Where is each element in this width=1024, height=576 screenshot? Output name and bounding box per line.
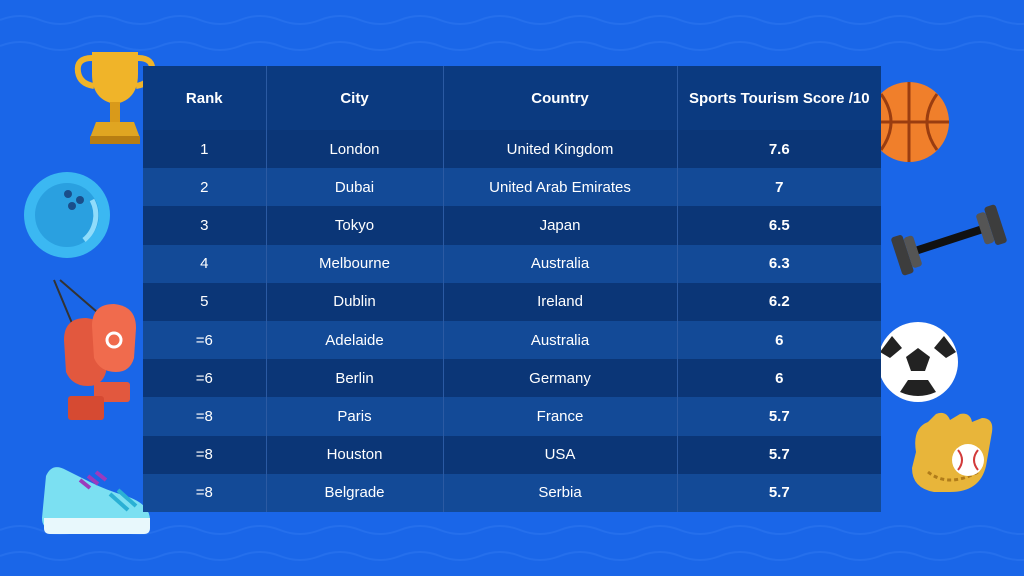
country-cell: France xyxy=(443,397,678,436)
rank-cell: 2 xyxy=(143,168,267,207)
country-cell: United Arab Emirates xyxy=(443,168,678,207)
score-cell: 6.5 xyxy=(677,206,881,245)
score-cell: 6 xyxy=(677,359,881,398)
city-cell: Paris xyxy=(266,397,444,436)
boxing-gloves-icon xyxy=(53,279,136,420)
city-cell: Dubai xyxy=(266,168,444,207)
table-header-row: Rank City Country Sports Tourism Score /… xyxy=(143,66,881,130)
sneaker-icon xyxy=(42,467,150,534)
table-row: =8 Paris France 5.7 xyxy=(143,397,881,436)
city-cell: Tokyo xyxy=(266,206,444,245)
country-cell: United Kingdom xyxy=(443,130,678,169)
table-row: 5 Dublin Ireland 6.2 xyxy=(143,282,881,321)
rank-cell: 1 xyxy=(143,130,267,169)
rank-cell: =6 xyxy=(143,359,267,398)
score-cell: 6 xyxy=(677,320,881,360)
score-cell: 7.6 xyxy=(677,130,881,169)
basketball-icon xyxy=(869,82,949,162)
city-cell: Houston xyxy=(266,435,444,474)
dumbbell-icon xyxy=(891,204,1007,276)
country-cell: USA xyxy=(443,435,678,474)
rank-cell: =8 xyxy=(143,473,267,512)
table-row: 4 Melbourne Australia 6.3 xyxy=(143,244,881,283)
city-cell: Berlin xyxy=(266,359,444,398)
city-cell: London xyxy=(266,130,444,169)
rank-cell: 3 xyxy=(143,206,267,245)
table-row: =8 Belgrade Serbia 5.7 xyxy=(143,473,881,512)
score-cell: 6.3 xyxy=(677,244,881,283)
country-cell: Australia xyxy=(443,244,678,283)
score-cell: 5.7 xyxy=(677,473,881,512)
header-country: Country xyxy=(443,66,678,130)
table-row: =8 Houston USA 5.7 xyxy=(143,435,881,474)
rankings-table-container: Rank City Country Sports Tourism Score /… xyxy=(143,66,881,512)
score-cell: 5.7 xyxy=(677,435,881,474)
table-row: =6 Adelaide Australia 6 xyxy=(143,320,881,360)
rank-cell: 5 xyxy=(143,282,267,321)
table-row: 1 London United Kingdom 7.6 xyxy=(143,130,881,169)
country-cell: Serbia xyxy=(443,473,678,512)
country-cell: Japan xyxy=(443,206,678,245)
score-cell: 5.7 xyxy=(677,397,881,436)
score-cell: 7 xyxy=(677,168,881,207)
city-cell: Adelaide xyxy=(266,320,444,360)
table-row: 3 Tokyo Japan 6.5 xyxy=(143,206,881,245)
soccer-ball-icon xyxy=(878,322,958,402)
city-cell: Dublin xyxy=(266,282,444,321)
sports-tourism-table: Rank City Country Sports Tourism Score /… xyxy=(143,66,881,512)
header-rank: Rank xyxy=(143,66,267,130)
baseball-glove-icon xyxy=(912,412,993,492)
city-cell: Melbourne xyxy=(266,244,444,283)
bowling-ball-icon xyxy=(24,172,110,258)
header-city: City xyxy=(266,66,444,130)
city-cell: Belgrade xyxy=(266,473,444,512)
rank-cell: =6 xyxy=(143,320,267,360)
rank-cell: =8 xyxy=(143,435,267,474)
score-cell: 6.2 xyxy=(677,282,881,321)
table-row: 2 Dubai United Arab Emirates 7 xyxy=(143,168,881,207)
rank-cell: 4 xyxy=(143,244,267,283)
country-cell: Australia xyxy=(443,320,678,360)
country-cell: Germany xyxy=(443,359,678,398)
country-cell: Ireland xyxy=(443,282,678,321)
header-score: Sports Tourism Score /10 xyxy=(677,66,881,130)
rank-cell: =8 xyxy=(143,397,267,436)
table-row: =6 Berlin Germany 6 xyxy=(143,359,881,398)
trophy-icon xyxy=(74,52,156,144)
